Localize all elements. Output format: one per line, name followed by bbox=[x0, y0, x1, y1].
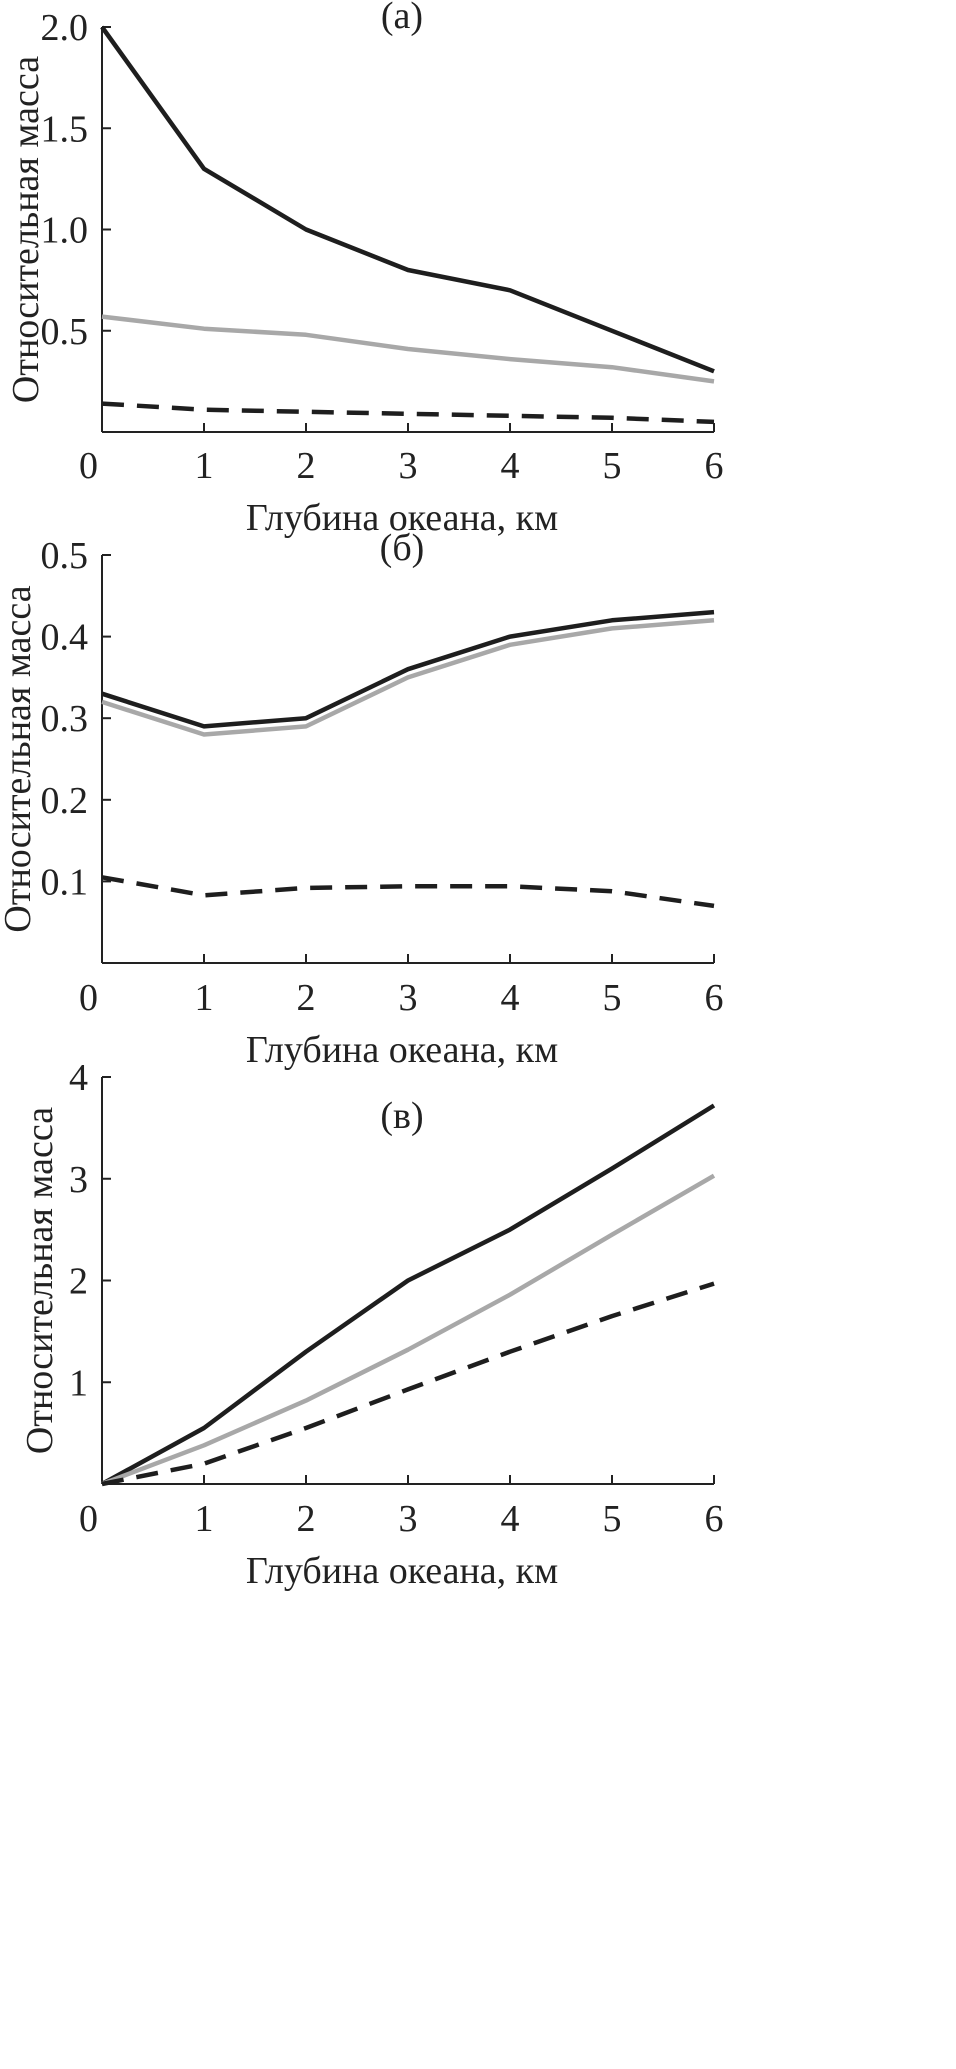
x-axis-label: Глубина океана, км bbox=[246, 1029, 558, 1071]
y-axis-label: Относительная масса bbox=[19, 1107, 61, 1454]
x-tick-label: 4 bbox=[501, 977, 520, 1019]
chart-panel-1: 0 1 2 3 4 5 6 0.5 1.0 1.5 2.0 (а) Глубина океана, км… bbox=[5, 0, 724, 539]
x-tick-label: 1 bbox=[195, 977, 214, 1019]
x-tick-label: 3 bbox=[399, 1498, 418, 1540]
series-line-1-black bbox=[101, 609, 715, 729]
x-tick-label: 4 bbox=[501, 445, 520, 487]
series-line-1-black bbox=[100, 25, 715, 374]
y-tick-label: 0.4 bbox=[41, 617, 89, 659]
y-tick-label: 1.0 bbox=[41, 210, 89, 252]
chart-title: (а) bbox=[381, 0, 423, 37]
x-tick-label: 2 bbox=[297, 445, 316, 487]
x-tick-label: 3 bbox=[399, 977, 418, 1019]
y-axis-label: Относительная масса bbox=[5, 56, 47, 403]
x-tick-label: 4 bbox=[501, 1498, 520, 1540]
series-line-3-dashed bbox=[101, 1281, 715, 1487]
x-tick-label: 0 bbox=[79, 1498, 98, 1540]
x-tick-label: 3 bbox=[399, 445, 418, 487]
y-axis-label: Относительная масса bbox=[0, 585, 39, 932]
x-axis-label: Глубина океана, км bbox=[246, 497, 558, 539]
y-tick-label: 2.0 bbox=[41, 7, 89, 49]
x-tick-label: 1 bbox=[195, 445, 214, 487]
x-tick-label: 0 bbox=[79, 977, 98, 1019]
chart-panel-3: 0 1 2 3 4 5 6 1 2 3 4 (в) Глубина океана, км Относите… bbox=[19, 1057, 724, 1592]
x-tick-label: 5 bbox=[603, 977, 622, 1019]
chart-title: (б) bbox=[380, 527, 425, 569]
x-tick-label: 2 bbox=[297, 1498, 316, 1540]
x-axis-label: Глубина океана, км bbox=[246, 1550, 558, 1592]
y-tick-label: 1 bbox=[69, 1362, 88, 1404]
x-tick-label: 1 bbox=[195, 1498, 214, 1540]
chart-panel-2: 0 1 2 3 4 5 6 0.1 0.2 0.3 0.4 0.5 (б) Глубина океана,… bbox=[0, 527, 724, 1071]
y-tick-label: 2 bbox=[69, 1261, 88, 1303]
series-line-3-dashed bbox=[101, 875, 715, 909]
series-line-2-gray bbox=[101, 314, 715, 384]
y-tick-label: 0.1 bbox=[41, 861, 89, 903]
y-tick-label: 4 bbox=[69, 1057, 88, 1099]
x-tick-label: 2 bbox=[297, 977, 316, 1019]
x-tick-label: 6 bbox=[705, 445, 724, 487]
x-tick-label: 0 bbox=[79, 445, 98, 487]
x-tick-label: 5 bbox=[603, 445, 622, 487]
y-tick-label: 0.3 bbox=[41, 698, 89, 740]
y-tick-label: 0.2 bbox=[41, 780, 89, 822]
y-tick-label: 0.5 bbox=[41, 311, 89, 353]
y-tick-label: 1.5 bbox=[41, 108, 89, 150]
series-line-1-black bbox=[100, 1103, 716, 1486]
series-line-3-dashed bbox=[101, 401, 715, 425]
chart-title: (в) bbox=[380, 1095, 423, 1137]
x-tick-label: 6 bbox=[705, 977, 724, 1019]
series-line-2-gray bbox=[101, 1173, 716, 1487]
x-tick-label: 6 bbox=[705, 1498, 724, 1540]
y-tick-label: 0.5 bbox=[41, 535, 89, 577]
y-tick-label: 3 bbox=[69, 1159, 88, 1201]
series-line-2-gray bbox=[101, 618, 715, 737]
x-tick-label: 5 bbox=[603, 1498, 622, 1540]
